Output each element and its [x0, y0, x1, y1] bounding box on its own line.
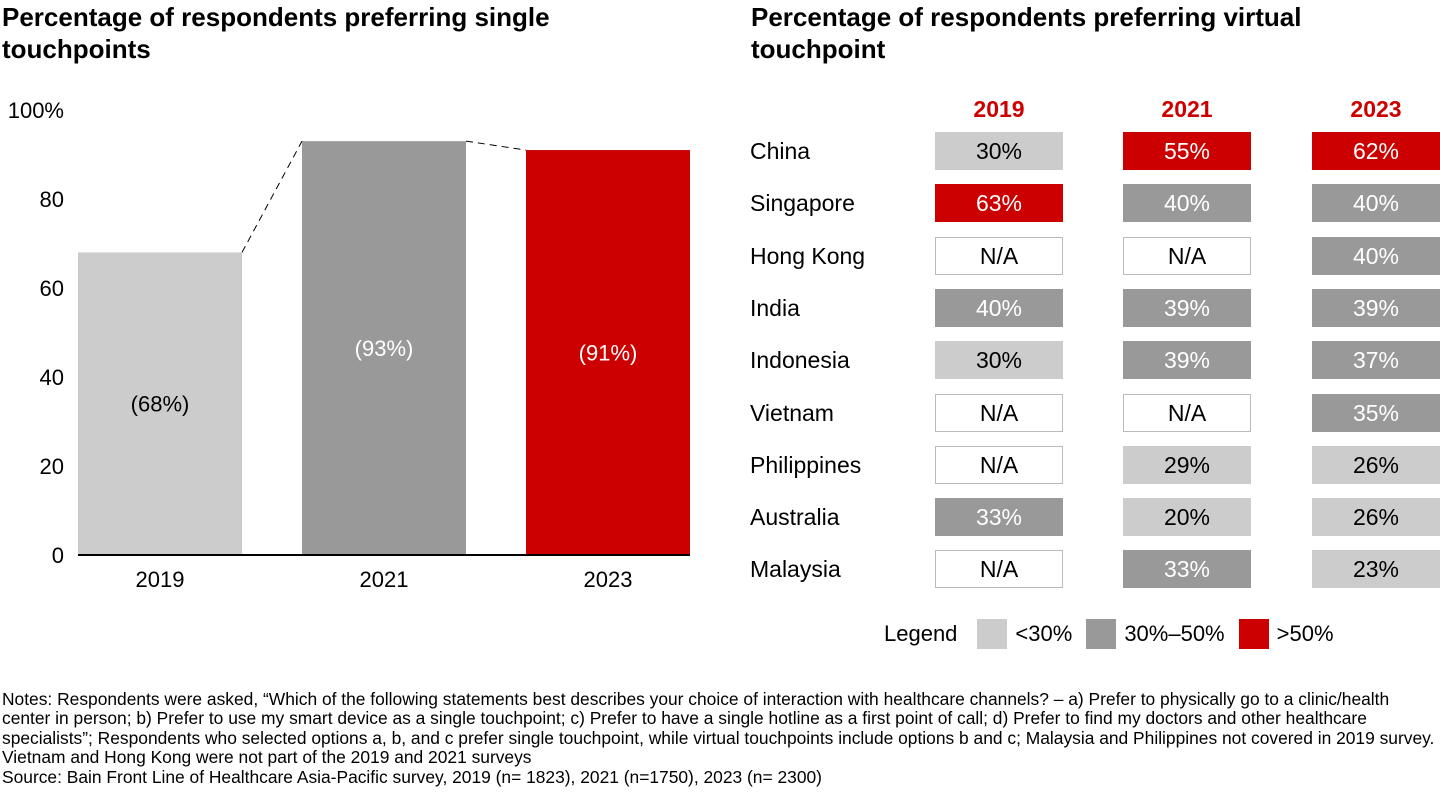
row-label: Indonesia [750, 347, 850, 374]
y-tick-label: 100% [8, 98, 64, 123]
bar-chart-title: Percentage of respondents preferring sin… [2, 2, 550, 64]
legend-label-mid: 30%–50% [1124, 621, 1225, 646]
table-cell: 33% [1123, 550, 1251, 589]
table-cell: 40% [1312, 184, 1440, 223]
y-tick-label: 60 [40, 276, 64, 301]
y-tick-label: 0 [52, 543, 64, 568]
bar-data-label: (68%) [131, 392, 190, 417]
table-cell: 55% [1123, 132, 1251, 170]
legend-label-low: <30% [1015, 621, 1073, 646]
table-cell: 23% [1312, 550, 1440, 589]
legend-swatch-mid [1086, 619, 1117, 649]
row-label: Malaysia [750, 556, 841, 583]
row-label: Australia [750, 504, 840, 531]
x-tick-label: 2023 [584, 567, 633, 592]
table-cell: 26% [1312, 498, 1440, 537]
y-tick-label: 40 [40, 365, 64, 390]
table-cell: 33% [935, 498, 1063, 537]
table-cell: 39% [1312, 288, 1440, 327]
row-label: Philippines [750, 451, 862, 478]
row-label: Singapore [750, 190, 855, 217]
bar-2019 [78, 252, 242, 555]
legend-title: Legend [884, 621, 958, 646]
legend-swatch-high [1238, 619, 1269, 649]
table-cell: 39% [1123, 341, 1251, 380]
column-header-2023: 2023 [1350, 96, 1402, 122]
row-label: China [750, 138, 811, 164]
table-cell: 30% [935, 132, 1063, 170]
notes-text: Notes: Respondents were asked, “Which of… [2, 689, 1435, 768]
connector-line [465, 140, 527, 151]
legend-label-high: >50% [1276, 621, 1334, 646]
connector-line [241, 140, 303, 253]
bar-data-label: (91%) [579, 341, 638, 366]
y-tick-label: 80 [40, 187, 64, 212]
table-chart-title: Percentage of respondents preferring vir… [751, 2, 1302, 64]
row-label: Vietnam [750, 399, 834, 426]
bar-data-label: (93%) [355, 336, 414, 361]
footnotes: Notes: Respondents were asked, “Which of… [2, 689, 1438, 787]
bar-2021 [302, 141, 466, 555]
table-cell: 40% [1312, 236, 1440, 275]
table-cell: N/A [935, 445, 1063, 484]
legend: Legend <30% 30%–50% >50% [884, 617, 1348, 651]
table-cell: 29% [1123, 445, 1251, 484]
table-cell: 62% [1312, 132, 1440, 170]
table-cell: N/A [1123, 236, 1251, 275]
table-cell: N/A [935, 550, 1063, 589]
table-cell: 30% [935, 341, 1063, 380]
table-cell: 40% [935, 288, 1063, 327]
table-cell: 63% [935, 184, 1063, 223]
table-cell: 40% [1123, 184, 1251, 223]
x-tick-label: 2019 [136, 567, 185, 592]
table-cell: N/A [935, 393, 1063, 432]
source-text: Source: Bain Front Line of Healthcare As… [2, 766, 822, 787]
x-tick-label: 2021 [360, 567, 409, 592]
table-cell: N/A [1123, 393, 1251, 432]
table-cell: N/A [935, 236, 1063, 275]
table-cell: 37% [1312, 341, 1440, 380]
table-cell: 26% [1312, 445, 1440, 484]
table-cell: 39% [1123, 288, 1251, 327]
column-header-2021: 2021 [1161, 96, 1213, 122]
column-header-2019: 2019 [973, 96, 1025, 122]
single-touchpoint-bar-chart: 0 20 40 60 80 100% (68%) 2019 (93%) 2021 (91%) 2023 [8, 98, 690, 592]
bar-2023 [526, 150, 690, 556]
table-cell: 20% [1123, 498, 1251, 537]
row-label: Hong Kong [750, 242, 866, 269]
legend-swatch-low [977, 619, 1008, 649]
y-tick-label: 20 [40, 454, 64, 479]
row-label: India [750, 294, 800, 321]
table-cell: 35% [1312, 393, 1440, 432]
